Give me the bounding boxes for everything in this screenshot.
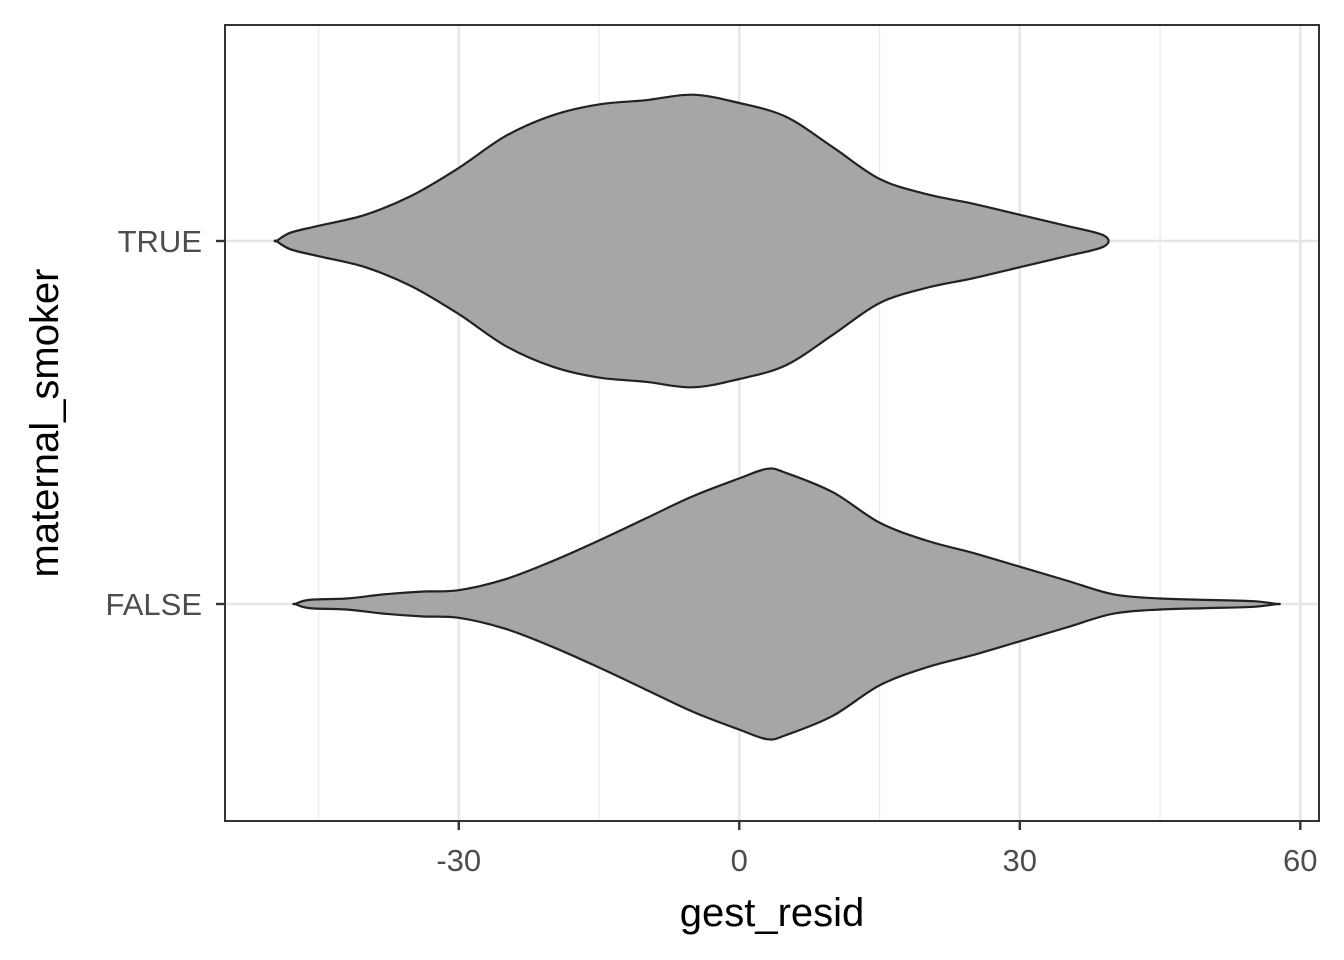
- x-tick-label-0: -30: [436, 843, 481, 878]
- y-tick-label-false: FALSE: [106, 587, 203, 622]
- y-axis-ticks: FALSE TRUE: [106, 224, 225, 622]
- x-axis-ticks: -30 0 30 60: [436, 821, 1318, 878]
- x-tick-label-3: 60: [1283, 843, 1317, 878]
- y-tick-label-true: TRUE: [118, 224, 202, 259]
- x-tick-label-2: 30: [1003, 843, 1037, 878]
- violins: [273, 93, 1281, 741]
- violin-false: [292, 467, 1281, 741]
- x-tick-label-1: 0: [731, 843, 748, 878]
- y-axis-title: maternal_smoker: [23, 268, 67, 577]
- violin-true: [273, 93, 1110, 389]
- x-axis-title: gest_resid: [680, 891, 865, 935]
- panel-border: [224, 24, 1320, 822]
